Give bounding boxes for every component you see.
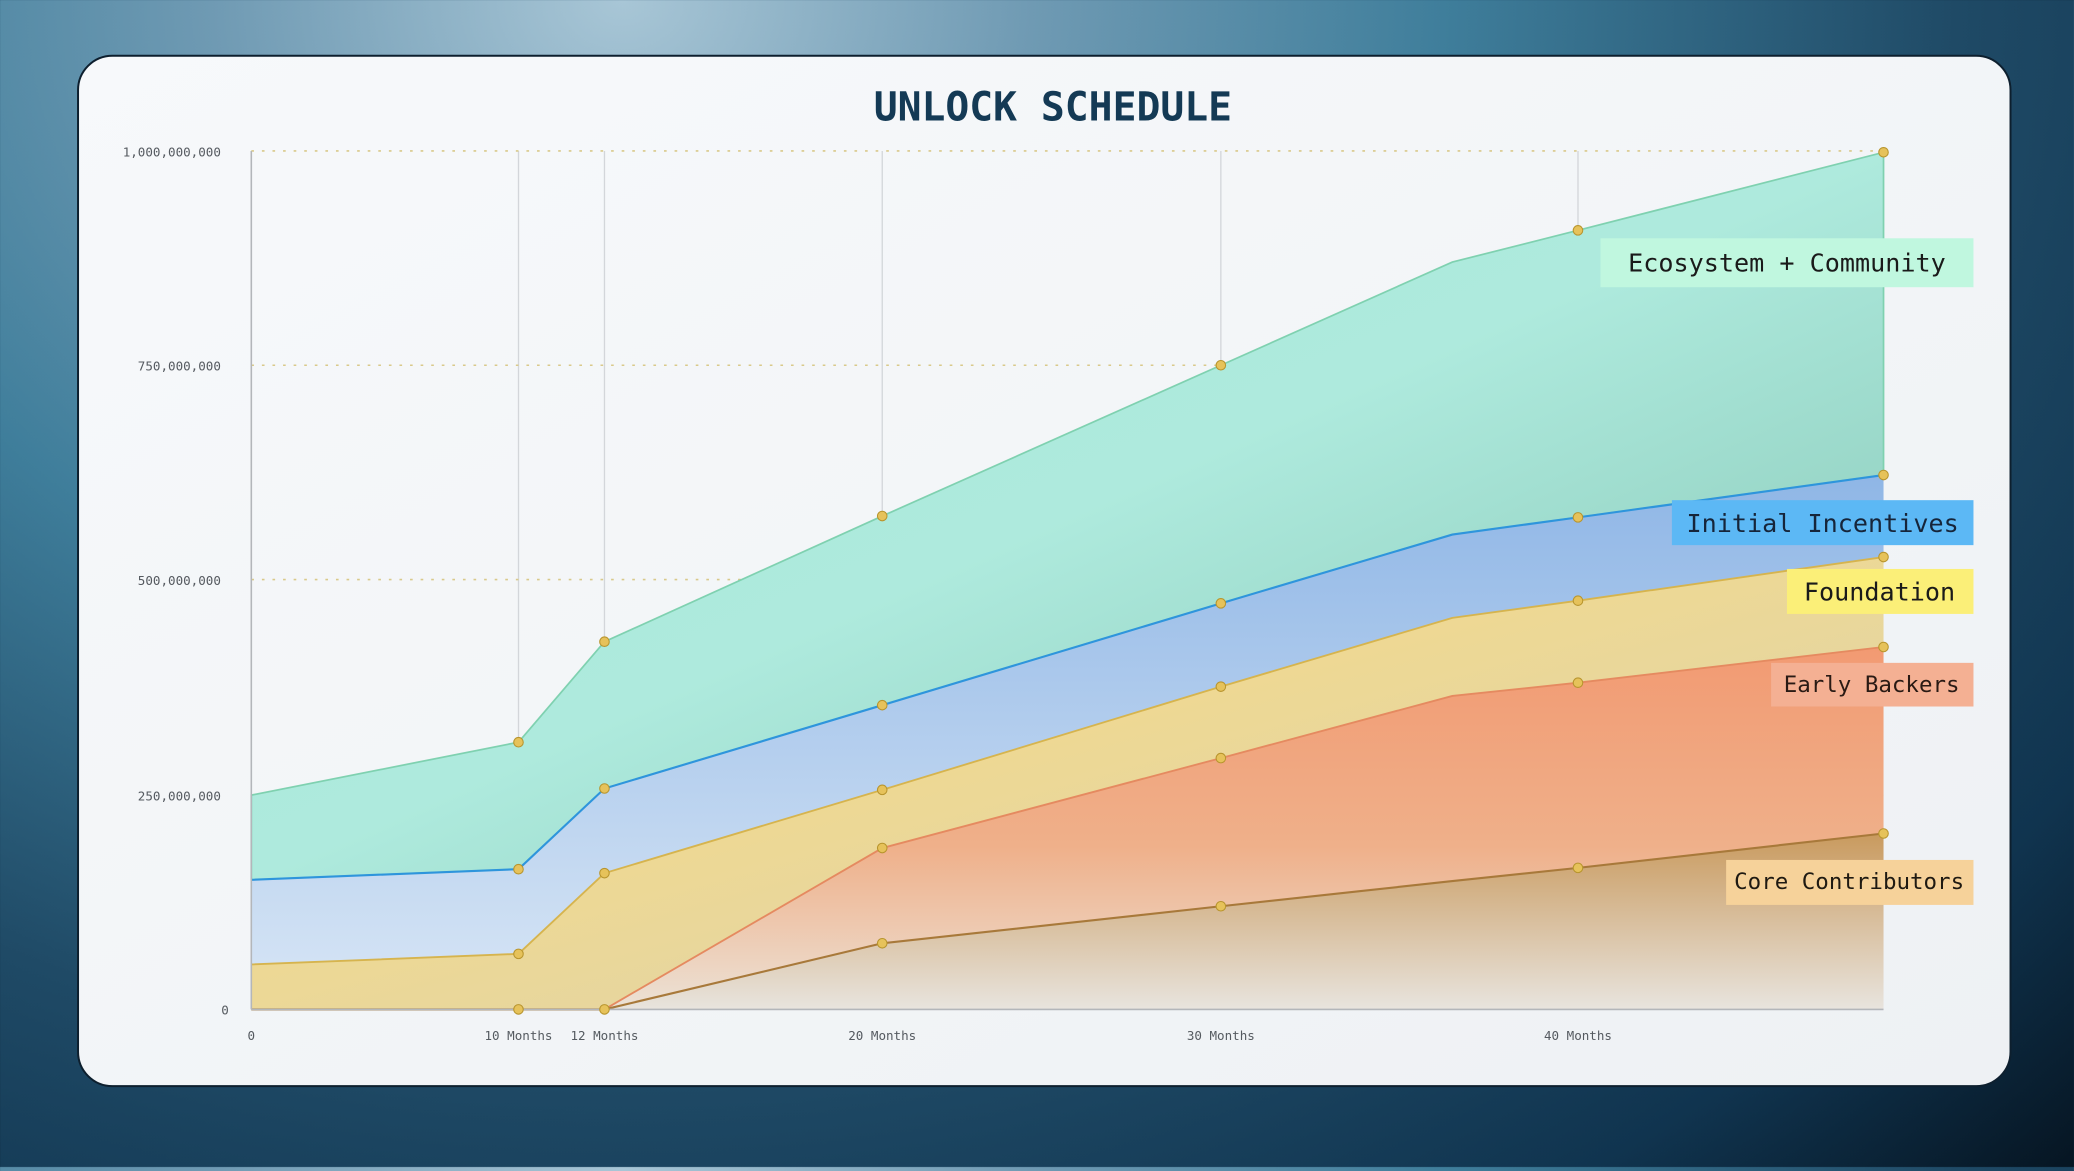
line-foundation bbox=[251, 556, 1884, 966]
data-point-markers bbox=[513, 147, 1889, 1015]
area-initial-incentives bbox=[251, 475, 1884, 965]
y-tick: 1,000,000,000 bbox=[123, 144, 221, 159]
y-tick-labels: 0 250,000,000 500,000,000 750,000,000 1,… bbox=[123, 144, 229, 1017]
x-tick: 12 Months bbox=[570, 1028, 638, 1043]
legend-initial-incentives: Initial Incentives bbox=[1671, 500, 1974, 546]
legend-early-backers: Early Backers bbox=[1771, 662, 1974, 707]
legend-label: Initial Incentives bbox=[1687, 509, 1959, 538]
area-core-contributors bbox=[251, 833, 1884, 1010]
x-tick: 20 Months bbox=[848, 1028, 916, 1043]
y-tick: 750,000,000 bbox=[138, 359, 221, 374]
x-tick: 40 Months bbox=[1544, 1028, 1612, 1043]
legend-ecosystem-community: Ecosystem + Community bbox=[1600, 238, 1974, 288]
area-early-backers bbox=[604, 646, 1884, 1010]
legend-foundation: Foundation bbox=[1786, 568, 1974, 614]
x-tick: 0 bbox=[248, 1028, 256, 1043]
area-foundation bbox=[251, 557, 1884, 1010]
x-tick-labels: 0 10 Months 12 Months 20 Months 30 Month… bbox=[248, 1028, 1612, 1043]
chart-title: UNLOCK SCHEDULE bbox=[874, 85, 1232, 131]
legend-label: Ecosystem + Community bbox=[1628, 248, 1946, 277]
y-tick: 250,000,000 bbox=[138, 788, 221, 803]
legend-label: Foundation bbox=[1804, 578, 1955, 607]
y-tick: 0 bbox=[221, 1003, 229, 1018]
x-tick: 10 Months bbox=[485, 1028, 553, 1043]
legend-label: Early Backers bbox=[1784, 672, 1960, 698]
legend-label: Core Contributors bbox=[1734, 869, 1964, 895]
y-tick: 500,000,000 bbox=[138, 573, 221, 588]
x-tick: 30 Months bbox=[1187, 1028, 1255, 1043]
line-initial-incentives bbox=[251, 473, 1884, 881]
legend-core-contributors: Core Contributors bbox=[1726, 859, 1974, 905]
line-early-backers bbox=[604, 646, 1884, 1011]
